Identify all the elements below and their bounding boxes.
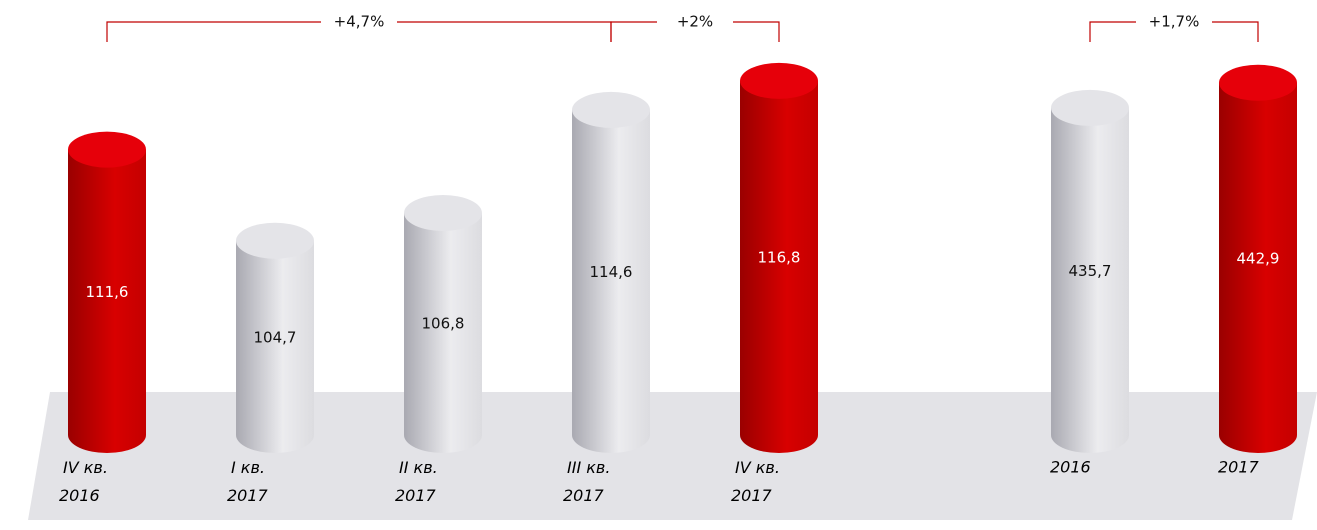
floor [28, 392, 1317, 520]
value-label: 442,9 [1237, 249, 1280, 267]
cylinder-body [68, 149, 146, 454]
cylinder [740, 62, 818, 453]
cylinder [404, 195, 482, 453]
cylinder-body [1051, 107, 1129, 453]
cylinder [1051, 89, 1129, 453]
annotation: +4,7% [334, 13, 385, 31]
cylinder-body [572, 109, 650, 453]
cylinder [68, 131, 146, 454]
bracket [1089, 21, 1259, 42]
cylinder [236, 222, 314, 453]
category-label: III кв. 2017 [563, 458, 610, 505]
cylinder-top [236, 222, 314, 259]
value-label: 114,6 [590, 263, 633, 281]
annotation: +1,7% [1149, 13, 1200, 31]
cylinder-body [1219, 82, 1297, 454]
category-label: 2016 [1050, 458, 1091, 477]
cylinder-top [572, 91, 650, 128]
value-label: 435,7 [1069, 262, 1112, 280]
value-label: 111,6 [86, 283, 129, 301]
cylinder [1219, 64, 1297, 454]
bracket [610, 21, 780, 42]
category-label: IV кв. 2016 [59, 458, 108, 505]
cylinder-body [404, 213, 482, 453]
category-label: IV кв. 2017 [731, 458, 780, 505]
cylinder-top [404, 195, 482, 231]
cylinder-top [1051, 89, 1129, 126]
cylinder-top [1219, 64, 1297, 101]
category-label: 2017 [1218, 458, 1260, 477]
cylinder-top [740, 62, 818, 99]
cylinder [572, 91, 650, 453]
category-label: I кв. 2017 [227, 458, 269, 505]
value-label: 106,8 [422, 315, 465, 333]
cylinder-body [236, 240, 314, 453]
annotation: +2% [677, 13, 713, 31]
category-label: II кв. 2017 [395, 458, 438, 505]
value-label: 116,8 [758, 248, 801, 266]
cylinder-top [68, 131, 146, 168]
cylinder-body [740, 80, 818, 453]
value-label: 104,7 [254, 328, 297, 346]
